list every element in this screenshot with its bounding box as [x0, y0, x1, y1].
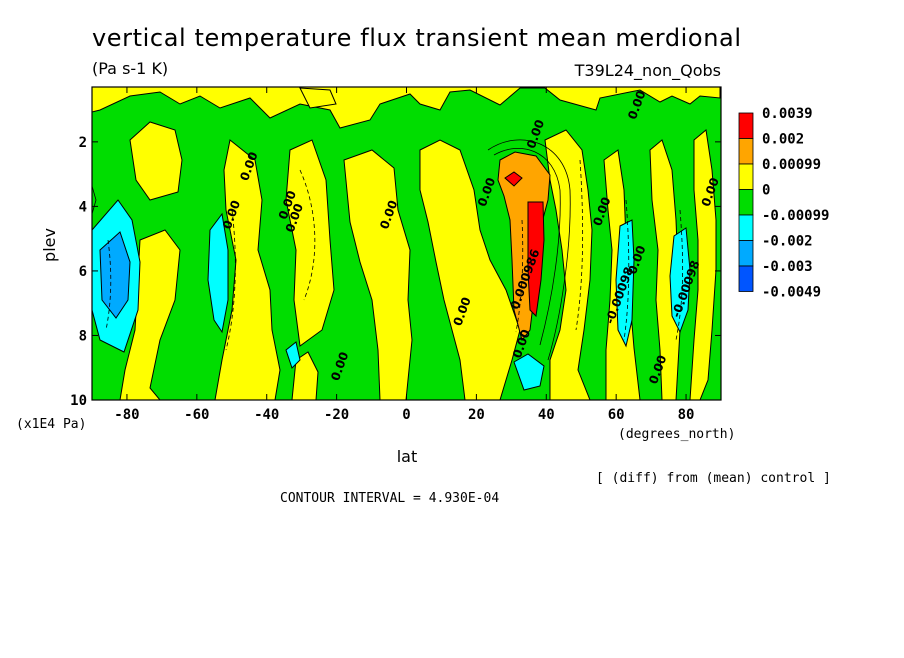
color-legend: 0.0039 0.002 0.00099 0 -0.00099 -0.002 -0.003 -… [738, 106, 829, 301]
legend-swatch [738, 189, 754, 216]
legend-swatch [738, 163, 754, 190]
legend-level-label: 0.0039 [762, 106, 813, 122]
contour-interval: CONTOUR INTERVAL = 4.930E-04 [280, 491, 499, 506]
x-axis-label: lat [397, 447, 418, 466]
y-tick-label: 6 [79, 264, 87, 280]
diff-note: [ (diff) from (mean) control ] [596, 471, 831, 486]
legend-level-label: 0.002 [762, 132, 804, 148]
x-tick-label: 40 [538, 407, 555, 423]
experiment-label: T39L24_non_Qobs [574, 61, 721, 81]
y-axis-label: plev [40, 228, 59, 262]
x-tick-label: -60 [184, 407, 209, 423]
solid-contours [92, 139, 571, 361]
contour-lines [105, 159, 684, 351]
legend-level-label: -0.002 [762, 234, 813, 250]
legend-swatch [738, 138, 754, 165]
legend-level-label: 0.00099 [762, 157, 821, 173]
x-tick-label: 0 [402, 407, 410, 423]
x-axis: -80 -60 -40 -20 0 20 40 60 80 [114, 87, 694, 423]
y-tick-label: 8 [79, 328, 87, 344]
legend-swatch [738, 214, 754, 241]
x-tick-label: -40 [254, 407, 279, 423]
legend-level-label: 0 [762, 183, 770, 199]
legend-level-label: -0.00099 [762, 208, 829, 224]
plot-area: 0.000.000.000.00 0.000.00 0.000.000.000.00… [92, 87, 721, 400]
y-tick-label: 2 [79, 135, 87, 151]
positive-regions [92, 87, 721, 400]
y-axis-unit: (x1E4 Pa) [16, 417, 86, 432]
x-tick-label: 60 [608, 407, 625, 423]
x-axis-unit: (degrees_north) [618, 427, 735, 442]
x-tick-label: -80 [114, 407, 139, 423]
chart-title: vertical temperature flux transient mean… [92, 24, 742, 52]
y-axis: 2 4 6 8 10 [70, 135, 721, 409]
x-tick-label: 20 [468, 407, 485, 423]
legend-level-label: -0.003 [762, 259, 813, 275]
legend-level-label: -0.0049 [762, 285, 821, 301]
x-tick-label: 80 [678, 407, 695, 423]
y-tick-label: 10 [70, 393, 87, 409]
negative-regions [92, 199, 691, 391]
x-tick-label: -20 [324, 407, 349, 423]
legend-swatch [738, 240, 754, 267]
legend-swatch [738, 112, 754, 139]
legend-swatch [738, 265, 754, 292]
units-label: (Pa s-1 K) [92, 59, 168, 78]
max-region [497, 151, 551, 342]
y-tick-label: 4 [79, 199, 87, 215]
